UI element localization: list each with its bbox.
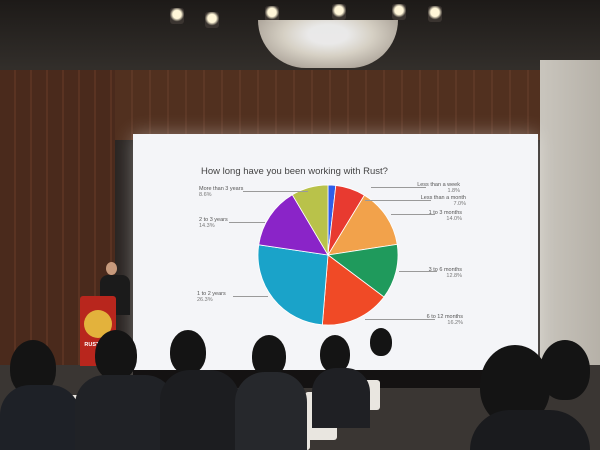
- slice-label: More than 3 years 8.6%: [199, 186, 243, 198]
- audience-head: [540, 340, 590, 400]
- slice-label: Less than a month 7.0%: [421, 195, 466, 207]
- audience-head: [235, 372, 307, 450]
- spotlight: [170, 8, 184, 24]
- pie-slice: [321, 254, 385, 326]
- pie-slice: [291, 184, 329, 257]
- slice-label-name: Less than a month: [420, 195, 466, 201]
- audience-head: [0, 385, 80, 450]
- pie-slice: [257, 244, 329, 326]
- leader-line: [229, 222, 265, 223]
- slice-label-pct: 14.0%: [446, 216, 462, 222]
- slice-label: 1 to 3 months 14.0%: [429, 210, 462, 222]
- slice-label-name: 6 to 12 months: [426, 314, 463, 320]
- back-wall-panels: [115, 70, 540, 140]
- slice-label-pct: 8.6%: [199, 192, 212, 198]
- slice-label: 1 to 2 years 26.3%: [197, 291, 226, 303]
- slice-label-pct: 16.2%: [447, 320, 463, 326]
- spotlight: [332, 4, 346, 20]
- leader-line: [243, 191, 308, 192]
- leader-line: [399, 271, 437, 272]
- audience-head: [470, 410, 590, 450]
- audience-head: [160, 370, 240, 450]
- projection-screen: How long have you been working with Rust…: [133, 134, 538, 370]
- audience-head: [170, 330, 206, 374]
- slice-label-pct: 12.8%: [446, 273, 462, 279]
- right-wall: [540, 60, 600, 380]
- spotlight: [428, 6, 442, 22]
- pie-slice: [327, 194, 398, 256]
- leader-line: [391, 214, 435, 215]
- slice-label-name: 1 to 3 months: [428, 210, 462, 216]
- slice-label: 3 to 6 months 12.8%: [429, 267, 462, 279]
- slice-label: 6 to 12 months 16.2%: [427, 314, 463, 326]
- chandelier: [258, 20, 398, 68]
- leader-line: [365, 319, 435, 320]
- spotlight: [265, 6, 279, 22]
- leader-line: [371, 187, 426, 188]
- leader-line: [365, 200, 431, 201]
- leader-line: [233, 296, 268, 297]
- slice-label-pct: 14.3%: [199, 223, 215, 229]
- audience-head: [320, 335, 350, 373]
- pie-chart: [257, 184, 399, 326]
- slice-label-pct: 1.8%: [447, 188, 460, 194]
- slice-label-name: 3 to 6 months: [428, 267, 462, 273]
- spotlight: [392, 4, 406, 20]
- audience-head: [370, 328, 392, 356]
- audience-head: [252, 335, 286, 377]
- slice-label: 2 to 3 years 14.3%: [199, 217, 228, 229]
- audience-head: [95, 330, 137, 380]
- slice-label-name: Less than a week: [417, 182, 460, 188]
- slice-label-pct: 7.0%: [453, 201, 466, 207]
- slice-label-name: 1 to 2 years: [197, 291, 226, 297]
- audience-head: [312, 368, 370, 428]
- slice-label-name: More than 3 years: [199, 186, 244, 192]
- slice-label-name: 2 to 3 years: [199, 217, 228, 223]
- slide-title: How long have you been working with Rust…: [201, 166, 388, 177]
- speaker-head: [106, 262, 117, 275]
- slice-label-pct: 26.3%: [197, 297, 213, 303]
- slice-label: Less than a week 1.8%: [417, 182, 460, 194]
- pie-slice: [258, 194, 329, 256]
- audience-head: [75, 375, 175, 450]
- spotlight: [205, 12, 219, 28]
